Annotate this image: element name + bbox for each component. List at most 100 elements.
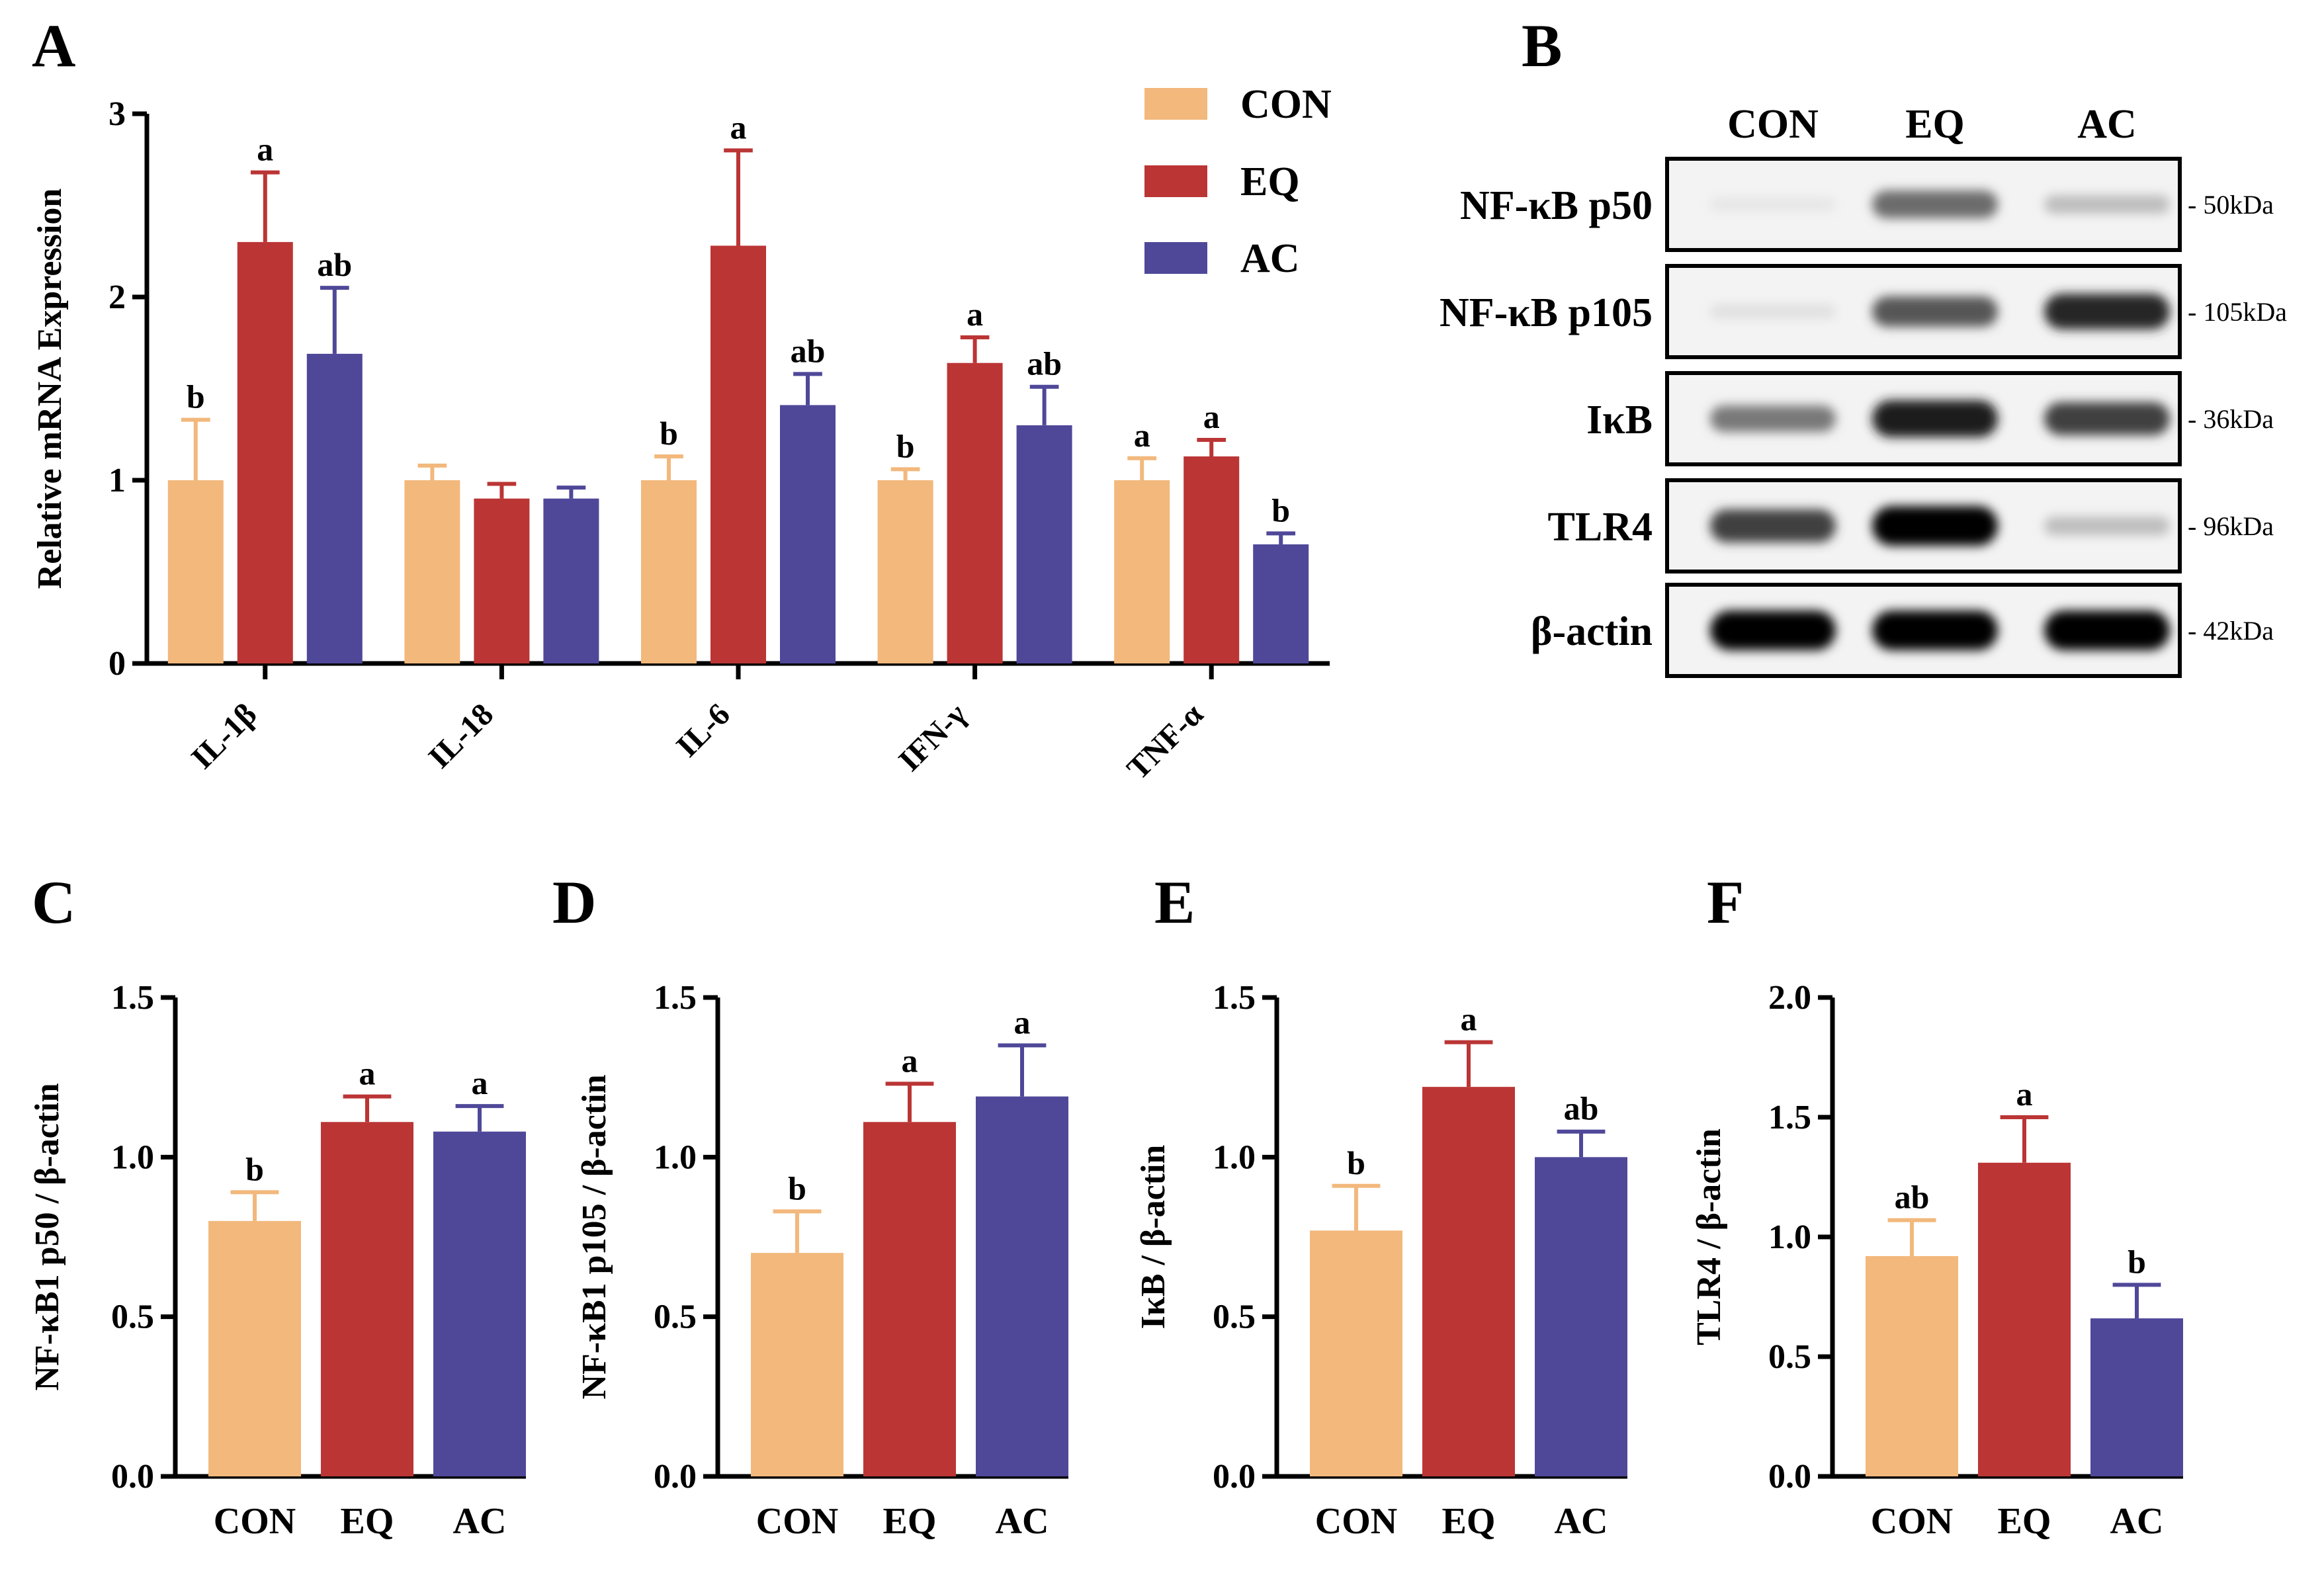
chart-a-x-label-il-6: IL-6	[669, 697, 737, 764]
chart-a-tnf-a-con-significance-label: a	[1134, 417, 1150, 454]
chart-a-y-tick-label: 2	[108, 278, 126, 316]
chart-c-con-bar	[208, 1220, 301, 1476]
chart-c-con-significance-label: b	[245, 1150, 264, 1187]
chart-c-y-tick-label: 0.5	[111, 1298, 154, 1336]
chart-a-y-tick-label: 3	[108, 95, 126, 133]
chart-a-il-1b-eq-significance-label: a	[257, 131, 273, 168]
chart-f-y-tick-label: 1.0	[1768, 1218, 1811, 1256]
chart-d-y-tick-label: 1.0	[654, 1138, 697, 1176]
western-blot: CON EQ AC NF-κB p50 - 50kDa NF-κB p105 - 105kD…	[1440, 102, 2287, 678]
chart-f-y-axis-label: TLR4 / β-actin	[1690, 1128, 1728, 1345]
legend-label-con: CON	[1240, 82, 1332, 127]
chart-a-il-1b-con-bar	[167, 480, 224, 663]
chart-d-nfkb1-p105: 0.0 0.5 1.0 1.5 NF-κB1 p105 / β-actin b CON a EQ…	[576, 979, 1068, 1542]
chart-d-ac-significance-label: a	[1014, 1003, 1031, 1040]
chart-a-y-tick-label: 1	[108, 462, 126, 499]
panel-letter-f: F	[1707, 869, 1744, 936]
chart-a-x-label-il-18: IL-18	[422, 697, 501, 775]
legend-swatch-eq	[1144, 165, 1207, 197]
chart-a-tnf-a-eq-bar	[1184, 456, 1240, 663]
wb-b-actin-band-con	[1710, 611, 1836, 650]
chart-d-y-tick-label: 0.0	[654, 1458, 697, 1496]
chart-d-eq-bar	[863, 1122, 956, 1476]
chart-d-x-label-con: CON	[756, 1501, 838, 1542]
chart-d-y-tick-label: 0.5	[654, 1298, 697, 1336]
chart-f-y-tick-label: 2.0	[1768, 979, 1811, 1017]
wb-tlr4-band-con	[1710, 509, 1836, 542]
chart-d-y-axis-label: NF-κB1 p105 / β-actin	[576, 1074, 613, 1399]
chart-f-tlr4: 0.0 0.5 1.0 1.5 2.0 TLR4 / β-actin ab CON a EQ b AC	[1690, 979, 2183, 1542]
chart-f-con-significance-label: ab	[1895, 1179, 1930, 1216]
chart-a-y-axis-label: Relative mRNA Expression	[31, 189, 69, 589]
chart-a-tnf-a-con-bar	[1114, 480, 1170, 663]
wb-tlr4-protein-label: TLR4	[1548, 505, 1653, 550]
chart-e-ikb: 0.0 0.5 1.0 1.5 IκB / β-actin b CON a EQ ab AC	[1135, 979, 1627, 1542]
wb-tlr4-kda-label: - 96kDa	[2188, 511, 2274, 541]
chart-e-y-tick-label: 0.0	[1213, 1458, 1256, 1496]
chart-a-x-label-ifn-g: IFN-γ	[892, 697, 973, 778]
chart-d-con-significance-label: b	[788, 1169, 806, 1207]
chart-c-ac-significance-label: a	[472, 1064, 488, 1101]
chart-a-il-1b-eq-bar	[237, 241, 293, 663]
legend-swatch-ac	[1144, 242, 1207, 274]
chart-f-eq-bar	[1978, 1162, 2071, 1476]
legend-label-ac: AC	[1240, 236, 1300, 281]
chart-c-x-label-con: CON	[214, 1501, 296, 1542]
wb-nf-kb-p50-protein-label: NF-κB p50	[1460, 183, 1653, 228]
chart-e-y-tick-label: 1.0	[1213, 1138, 1256, 1176]
wb-nf-kb-p105-kda-label: - 105kDa	[2188, 297, 2287, 327]
chart-e-x-label-ac: AC	[1555, 1501, 1608, 1542]
chart-a-il-6-eq-significance-label: a	[730, 108, 747, 146]
wb-b-actin-band-ac	[2044, 611, 2170, 650]
chart-a-ifn-g-eq-bar	[947, 362, 1003, 663]
chart-a-il-6-con-bar	[641, 480, 697, 663]
chart-a-ifn-g-con-bar	[877, 480, 933, 663]
wb-b-actin-protein-label: β-actin	[1531, 609, 1653, 654]
wb-lane-label-con: CON	[1727, 102, 1819, 147]
chart-f-y-tick-label: 0.0	[1768, 1458, 1811, 1496]
chart-e-x-label-con: CON	[1315, 1501, 1397, 1542]
chart-a-tnf-a-ac-bar	[1253, 544, 1309, 663]
chart-e-y-tick-label: 1.5	[1213, 979, 1256, 1017]
chart-a-ifn-g-eq-significance-label: a	[967, 296, 983, 333]
chart-a-il-1b-con-significance-label: b	[187, 378, 205, 415]
chart-e-eq-significance-label: a	[1461, 1001, 1477, 1038]
chart-d-ac-bar	[976, 1096, 1068, 1476]
wb-nf-kb-p105-band-con	[1710, 304, 1836, 319]
chart-e-con-significance-label: b	[1347, 1144, 1365, 1181]
wb-nf-kb-p50-band-ac	[2044, 195, 2170, 214]
wb-nf-kb-p50-band-eq	[1872, 191, 1998, 218]
chart-a-il-1b-ac-bar	[306, 353, 363, 663]
chart-c-eq-significance-label: a	[359, 1055, 376, 1092]
chart-f-ac-bar	[2090, 1318, 2183, 1476]
chart-f-x-label-eq: EQ	[1998, 1501, 2051, 1542]
chart-a-il-6-ac-significance-label: ab	[791, 332, 826, 369]
legend: CON EQ AC	[1144, 82, 1332, 281]
chart-c-y-tick-label: 1.5	[111, 979, 154, 1017]
chart-a-il-6-ac-bar	[780, 405, 836, 663]
wb-ikb-protein-label: IκB	[1586, 398, 1653, 443]
chart-f-y-tick-label: 0.5	[1768, 1338, 1811, 1376]
chart-f-x-label-ac: AC	[2110, 1501, 2164, 1542]
chart-f-y-tick-label: 1.5	[1768, 1099, 1811, 1136]
chart-a-x-label-tnf-a: TNF-α	[1120, 697, 1210, 786]
chart-a-x-label-il-1b: IL-1β	[185, 697, 263, 775]
chart-d-y-tick-label: 1.5	[654, 979, 697, 1017]
panel-letter-d: D	[552, 869, 596, 936]
panel-letter-e: E	[1154, 869, 1195, 936]
chart-c-y-axis-label: NF-κB1 p50 / β-actin	[28, 1083, 66, 1390]
legend-label-eq: EQ	[1240, 159, 1300, 204]
chart-a-il-6-con-significance-label: b	[660, 415, 678, 452]
chart-c-y-tick-label: 0.0	[111, 1458, 154, 1496]
wb-nf-kb-p105-band-ac	[2044, 294, 2170, 329]
chart-a-ifn-g-ac-significance-label: ab	[1027, 345, 1062, 382]
chart-c-x-label-ac: AC	[453, 1501, 507, 1542]
chart-e-x-label-eq: EQ	[1442, 1501, 1496, 1542]
wb-ikb-band-ac	[2044, 402, 2170, 435]
wb-ikb-band-eq	[1872, 400, 1998, 437]
chart-c-nfkb1-p50: 0.0 0.5 1.0 1.5 NF-κB1 p50 / β-actin b CON a EQ a…	[28, 979, 526, 1542]
chart-a-tnf-a-eq-significance-label: a	[1203, 398, 1220, 435]
chart-a-il-18-ac-bar	[543, 498, 599, 663]
wb-nf-kb-p50-kda-label: - 50kDa	[2188, 190, 2274, 220]
